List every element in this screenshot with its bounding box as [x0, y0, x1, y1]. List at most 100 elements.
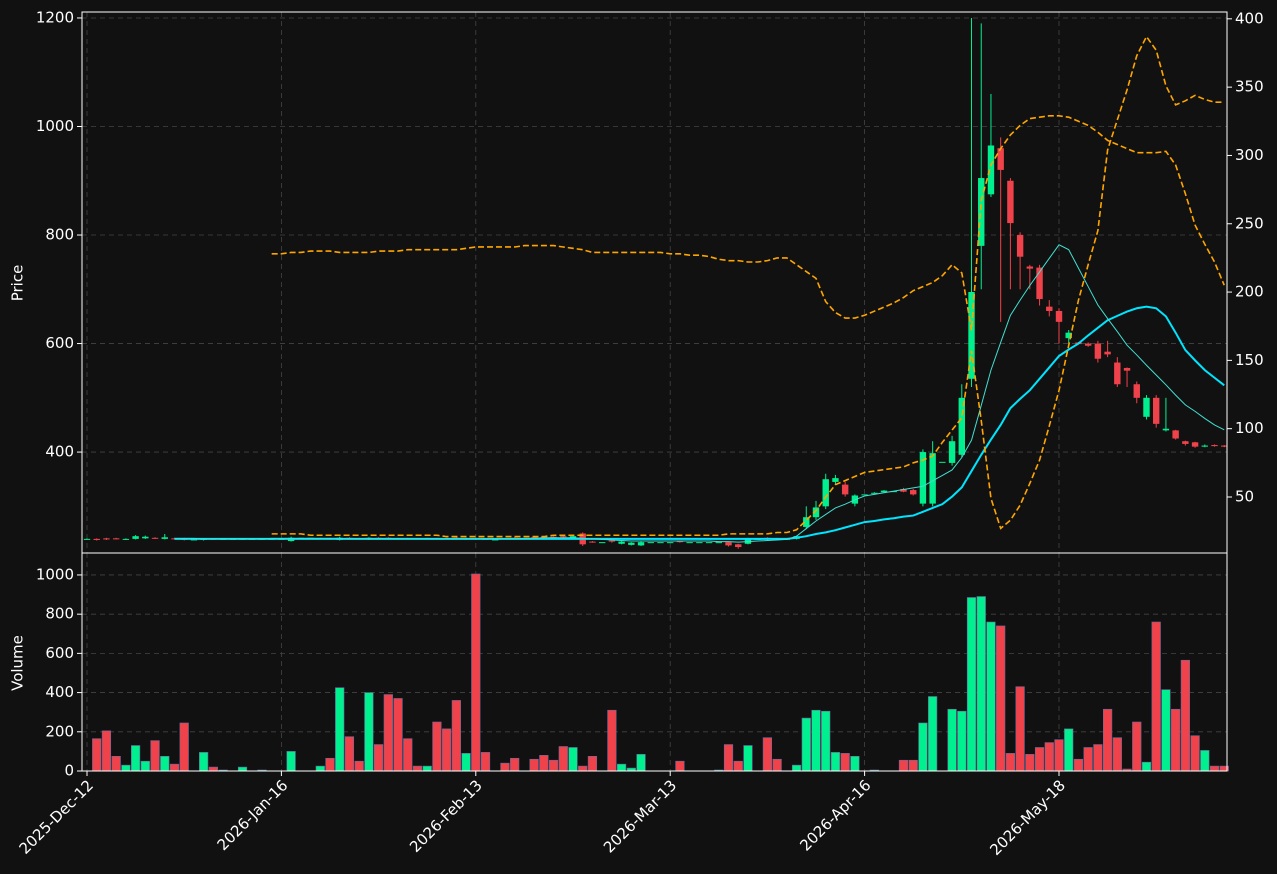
volume-bar [976, 596, 986, 772]
volume-bar [1103, 708, 1113, 772]
volume-bar [1141, 761, 1152, 772]
candle-body [1084, 343, 1092, 346]
volume-bar [996, 625, 1006, 772]
volume-axis-label: Volume [9, 635, 27, 691]
candle-body [1211, 445, 1218, 447]
volume-bar [850, 755, 860, 772]
volume-tick-label: 1000 [36, 565, 74, 583]
volume-bar [1209, 765, 1220, 772]
y2-tick-label: 50 [1235, 487, 1254, 505]
candle-body [1016, 235, 1024, 257]
candle-body [161, 537, 168, 539]
volume-bar [607, 709, 617, 772]
volume-tick-label: 0 [64, 762, 74, 780]
candle-body [880, 490, 888, 493]
volume-bar [364, 692, 374, 772]
volume-bar [558, 746, 568, 772]
volume-bar [568, 747, 578, 772]
volume-panel-frame [81, 552, 1228, 772]
candle-body [948, 441, 956, 463]
candle-body [676, 541, 684, 543]
line-series [174, 244, 1225, 543]
volume-bar [373, 744, 384, 772]
y-tick-label: 600 [45, 334, 74, 352]
volume-bar [772, 758, 782, 772]
candle-body [112, 538, 120, 540]
volume-bar [480, 752, 491, 772]
y2-tick-label: 350 [1235, 78, 1264, 96]
candle-body [1162, 428, 1170, 431]
candle-body [725, 542, 732, 546]
volume-bar [908, 759, 918, 772]
y-tick-label: 400 [45, 443, 74, 461]
volume-bar [1093, 744, 1103, 772]
volume-tick-label: 200 [45, 722, 74, 740]
candle-body [696, 542, 703, 544]
volume-bar [315, 765, 325, 772]
candle-body [997, 148, 1004, 170]
candle-body [589, 541, 596, 543]
candle-body [628, 542, 635, 545]
volume-bar [791, 764, 802, 772]
volume-bar [1083, 747, 1093, 772]
y2-tick-label: 400 [1235, 9, 1264, 27]
volume-bar [1171, 708, 1181, 772]
y2-tick-label: 300 [1235, 146, 1264, 164]
candle-body [919, 452, 927, 504]
candle-body [1143, 397, 1150, 417]
candle-body [1114, 362, 1121, 385]
volume-bar [1161, 689, 1171, 772]
volume-bar [928, 696, 938, 772]
candle-body [492, 539, 499, 541]
volume-bar [811, 709, 821, 772]
candle-body [686, 542, 693, 544]
volume-bar [471, 573, 481, 772]
line-series [271, 35, 1225, 538]
candle-body [910, 490, 917, 495]
volume-bar [1180, 659, 1190, 772]
volume-bar [169, 763, 180, 772]
volume-bar [1073, 758, 1084, 772]
candle-body [608, 540, 616, 542]
candle-body [142, 536, 149, 539]
volume-bar [616, 763, 627, 772]
candle-body [1046, 306, 1053, 311]
volume-bar [733, 760, 743, 772]
candle-body [1172, 430, 1179, 439]
candle-body [1153, 397, 1160, 424]
volume-bar [1190, 735, 1200, 772]
candle-body [958, 397, 965, 455]
volume-bar [403, 738, 413, 772]
candle-body [1055, 310, 1063, 322]
candle-body [841, 484, 849, 495]
volume-bar [548, 759, 559, 772]
candle-body [657, 542, 664, 544]
volume-bar [1200, 750, 1210, 772]
volume-bar [966, 597, 977, 772]
candle-body [1182, 441, 1189, 444]
candle-body [1123, 367, 1131, 371]
candle-body [569, 536, 577, 538]
candle-body [637, 542, 645, 546]
candle-body [1221, 445, 1228, 447]
candle-body [832, 478, 839, 482]
candle-body [1094, 343, 1102, 359]
candle-body [122, 538, 130, 540]
line-series [271, 115, 1225, 331]
volume-bar [636, 754, 646, 772]
volume-bar [383, 694, 393, 772]
volume-bar [1054, 739, 1064, 772]
volume-tick-label: 800 [45, 605, 74, 623]
volume-bar [160, 755, 170, 772]
candle-body [803, 517, 810, 527]
volume-bar [1112, 737, 1122, 772]
volume-bar [412, 765, 423, 772]
volume-bar [723, 744, 734, 772]
volume-bar [918, 722, 928, 772]
volume-bar [393, 698, 403, 772]
y2-tick-label: 100 [1235, 419, 1264, 437]
volume-bar [821, 710, 831, 772]
candle-body [83, 538, 91, 540]
volume-bar [150, 740, 160, 772]
